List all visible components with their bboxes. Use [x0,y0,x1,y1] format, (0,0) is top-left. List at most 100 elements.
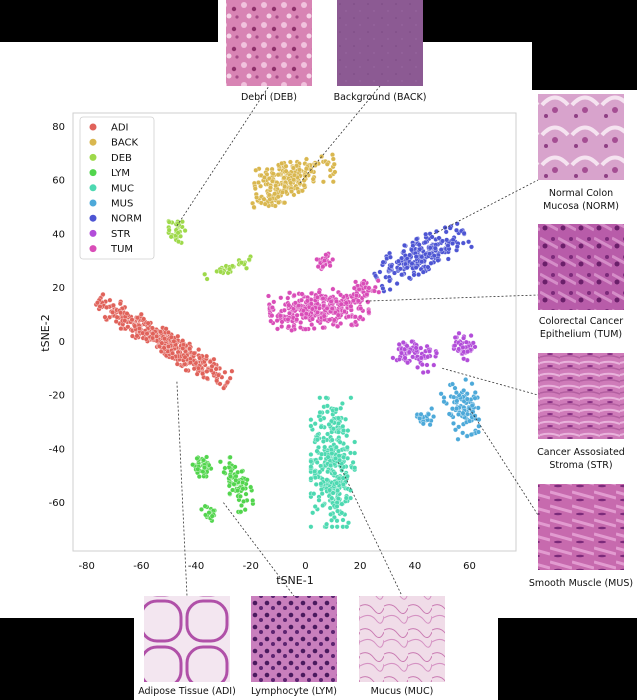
point-norm [401,248,407,254]
point-norm [445,256,451,262]
point-str [425,354,431,360]
tile-image-muc [359,596,445,682]
point-deb [246,257,252,262]
point-muc [308,476,314,481]
point-mus [431,414,437,420]
point-str [465,349,471,355]
point-lym [240,486,246,492]
point-back [291,177,297,183]
point-muc [333,406,339,412]
point-norm [429,234,435,240]
point-tum [287,310,292,316]
point-back [282,200,288,206]
point-muc [341,454,347,460]
point-back [261,175,267,180]
x-tick-label: 20 [354,561,367,572]
point-tum [286,324,292,329]
point-norm [416,242,422,248]
point-lym [199,506,204,512]
point-adi [171,338,177,344]
tile-label-tum: Epithelium (TUM) [540,329,622,340]
point-tum [311,326,317,331]
point-tum [357,314,363,320]
point-norm [402,242,407,248]
point-back [276,200,282,205]
legend-marker-norm [89,214,97,222]
point-norm [407,252,413,258]
legend-label-tum: TUM [110,244,133,255]
point-tum [269,305,275,310]
point-adi [162,336,167,342]
point-tum [314,256,320,262]
point-tum [279,319,285,325]
point-norm [435,257,441,263]
tile-label-tum: Colorectal Cancer [539,316,623,327]
point-norm [438,247,444,253]
point-norm [413,265,419,270]
point-adi [150,331,156,337]
point-mus [472,413,478,419]
point-muc [324,403,330,409]
point-lym [202,465,207,471]
x-tick-label: -40 [188,561,204,572]
point-deb [176,239,181,245]
point-tum [331,317,337,323]
point-mus [475,405,481,411]
leader-line-mus [469,408,539,516]
point-tum [366,309,372,315]
point-muc [325,469,331,475]
point-norm [447,225,453,231]
y-axis-label: tSNE-2 [39,314,52,351]
point-adi [170,350,175,356]
point-adi [187,360,193,365]
point-back [303,166,309,172]
tile-image-back [337,0,423,86]
point-back [330,179,336,185]
x-tick-label: 40 [408,561,421,572]
point-tum [330,286,336,292]
point-muc [312,504,318,509]
y-tick-label: -60 [49,498,65,509]
point-back [331,161,337,167]
tile-label-norm: Mucosa (NORM) [543,201,619,212]
point-mus [463,377,469,383]
point-adi [150,335,156,341]
point-muc [335,496,341,502]
point-mus [451,394,457,400]
point-adi [122,318,128,324]
point-mus [468,432,474,438]
point-muc [344,473,350,479]
point-mus [429,406,435,412]
point-norm [469,244,474,250]
point-back [269,178,275,184]
point-back [253,167,259,173]
point-tum [266,293,271,299]
point-muc [310,510,316,516]
point-str [415,364,421,370]
point-norm [442,225,448,231]
leader-line-muc [337,462,403,597]
point-muc [316,497,322,503]
point-mus [418,411,424,417]
point-muc [339,401,345,406]
point-tum [285,316,291,322]
point-norm [404,265,410,271]
point-back [310,176,316,182]
point-adi [180,338,186,344]
point-muc [328,511,334,517]
point-adi [136,325,142,331]
point-lym [201,457,207,463]
legend-marker-str [89,229,97,237]
point-str [424,362,430,368]
point-lym [227,491,233,497]
point-muc [308,458,314,464]
point-muc [343,416,349,422]
leader-line-back [299,85,381,184]
tile-image-mus [538,484,624,570]
legend-marker-tum [89,245,97,253]
point-back [279,160,285,166]
legend-box [79,116,155,260]
point-tum [299,297,304,303]
point-mus [456,424,462,430]
point-adi [161,345,167,351]
